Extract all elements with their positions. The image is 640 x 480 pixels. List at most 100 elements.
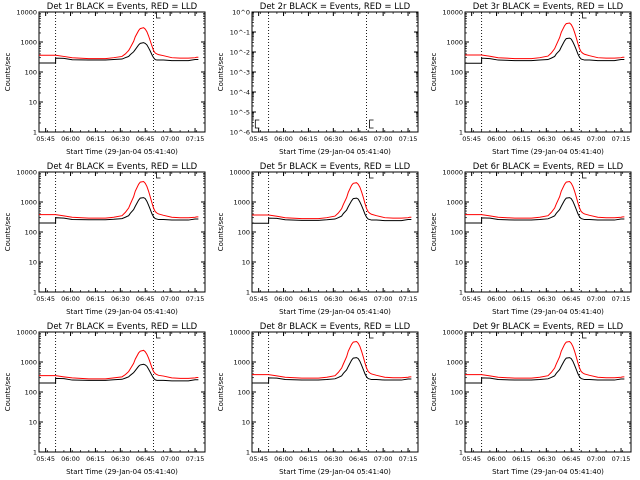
plot-frame bbox=[251, 171, 419, 293]
panel-title: Det 3r BLACK = Events, RED = LLD bbox=[473, 2, 624, 12]
y-tick-label: 1000 bbox=[233, 199, 250, 207]
interval-bracket bbox=[582, 11, 587, 19]
x-tick-label: 06:45 bbox=[136, 455, 155, 463]
y-axis-label: Counts/sec bbox=[4, 213, 12, 252]
y-tick-label: 1 bbox=[459, 289, 463, 297]
panel-title: Det 1r BLACK = Events, RED = LLD bbox=[47, 2, 198, 12]
interval-bracket bbox=[582, 331, 587, 339]
y-tick-label: 1 bbox=[459, 449, 463, 457]
detector-panel-9: Det 9r BLACK = Events, RED = LLD Counts/s… bbox=[426, 320, 639, 480]
x-tick-label: 06:30 bbox=[324, 455, 343, 463]
x-tick-label: 05:45 bbox=[36, 135, 55, 143]
x-tick-label: 05:45 bbox=[36, 455, 55, 463]
x-tick-label: 06:15 bbox=[512, 135, 531, 143]
x-tick-label: 06:45 bbox=[136, 135, 155, 143]
x-tick-label: 06:30 bbox=[111, 455, 130, 463]
y-tick-label: 100 bbox=[238, 229, 250, 237]
y-tick-label: 10^-2 bbox=[230, 49, 250, 57]
y-tick-label: 100 bbox=[451, 389, 463, 397]
x-tick-label: 07:00 bbox=[374, 295, 393, 303]
y-tick-label: 10000 bbox=[442, 9, 463, 17]
y-tick-label: 10000 bbox=[229, 169, 250, 177]
plot-frame bbox=[38, 171, 206, 293]
x-tick-label: 07:15 bbox=[186, 135, 205, 143]
y-tick-label: 100 bbox=[25, 69, 37, 77]
events-series-line-det-5 bbox=[252, 197, 412, 224]
x-tick-label: 07:00 bbox=[374, 455, 393, 463]
x-tick-label: 06:15 bbox=[512, 455, 531, 463]
x-tick-label: 05:45 bbox=[462, 135, 481, 143]
x-tick-label: 06:15 bbox=[86, 135, 105, 143]
detector-panel-1: Det 1r BLACK = Events, RED = LLD Counts/s… bbox=[0, 0, 213, 160]
y-tick-label: 1 bbox=[33, 449, 37, 457]
interval-bracket bbox=[369, 331, 374, 339]
lld-series-line-det-7 bbox=[39, 349, 199, 380]
y-tick-label: 1000 bbox=[446, 199, 463, 207]
events-series-line-det-6 bbox=[465, 197, 625, 224]
x-tick-label: 06:45 bbox=[136, 295, 155, 303]
x-tick-label: 06:45 bbox=[562, 135, 581, 143]
x-tick-label: 06:45 bbox=[349, 295, 368, 303]
lld-series-line-det-6 bbox=[465, 181, 625, 219]
events-series-line-det-7 bbox=[39, 363, 199, 384]
y-tick-label: 100 bbox=[25, 229, 37, 237]
detector-panel-8: Det 8r BLACK = Events, RED = LLD Counts/s… bbox=[213, 320, 426, 480]
y-tick-label: 10 bbox=[242, 419, 250, 427]
interval-bracket bbox=[582, 171, 587, 179]
x-tick-label: 06:15 bbox=[299, 295, 318, 303]
detector-panel-6: Det 6r BLACK = Events, RED = LLD Counts/s… bbox=[426, 160, 639, 320]
plot-frame bbox=[464, 11, 632, 133]
panel-chart-7: Det 7r BLACK = Events, RED = LLD Counts/s… bbox=[4, 322, 206, 476]
y-axis-label: Counts/sec bbox=[4, 53, 12, 92]
x-tick-label: 07:15 bbox=[612, 135, 631, 143]
x-tick-label: 06:30 bbox=[111, 295, 130, 303]
x-tick-label: 06:15 bbox=[299, 135, 318, 143]
x-tick-label: 06:00 bbox=[487, 455, 506, 463]
lld-series-line-det-8 bbox=[252, 341, 412, 379]
x-tick-label: 06:00 bbox=[274, 135, 293, 143]
interval-bracket bbox=[254, 119, 260, 129]
x-tick-label: 06:45 bbox=[562, 295, 581, 303]
panel-chart-2: Det 2r BLACK = Events, RED = LLD Counts/s… bbox=[217, 2, 419, 156]
interval-bracket bbox=[156, 331, 161, 339]
x-tick-label: 06:30 bbox=[324, 135, 343, 143]
x-tick-label: 07:15 bbox=[399, 455, 418, 463]
x-tick-label: 07:15 bbox=[186, 455, 205, 463]
x-tick-label: 06:30 bbox=[537, 295, 556, 303]
events-series-line-det-9 bbox=[465, 357, 625, 384]
x-tick-label: 06:00 bbox=[487, 295, 506, 303]
x-tick-label: 05:45 bbox=[462, 295, 481, 303]
panel-title: Det 2r BLACK = Events, RED = LLD bbox=[260, 2, 411, 12]
lld-series-line-det-3 bbox=[465, 22, 625, 60]
x-tick-label: 06:15 bbox=[512, 295, 531, 303]
x-axis-label: Start Time (29-Jan-04 05:41:40) bbox=[66, 148, 178, 156]
plot-frame bbox=[464, 331, 632, 453]
x-axis-label: Start Time (29-Jan-04 05:41:40) bbox=[279, 148, 391, 156]
x-axis-label: Start Time (29-Jan-04 05:41:40) bbox=[492, 308, 604, 316]
x-tick-label: 07:00 bbox=[587, 455, 606, 463]
y-tick-label: 1 bbox=[246, 289, 250, 297]
x-tick-label: 05:45 bbox=[462, 455, 481, 463]
panel-title: Det 8r BLACK = Events, RED = LLD bbox=[260, 322, 411, 332]
x-tick-label: 06:30 bbox=[324, 295, 343, 303]
y-tick-label: 1000 bbox=[446, 359, 463, 367]
plot-frame bbox=[38, 11, 206, 133]
x-tick-label: 06:00 bbox=[61, 455, 80, 463]
y-tick-label: 10000 bbox=[442, 169, 463, 177]
y-tick-label: 10^-6 bbox=[230, 129, 250, 137]
y-axis-label: Counts/sec bbox=[217, 373, 225, 412]
x-axis-label: Start Time (29-Jan-04 05:41:40) bbox=[279, 468, 391, 476]
y-tick-label: 10000 bbox=[442, 329, 463, 337]
events-series-line-det-4 bbox=[39, 197, 199, 224]
interval-bracket bbox=[156, 11, 161, 19]
lld-series-line-det-4 bbox=[39, 181, 199, 219]
plot-frame bbox=[38, 331, 206, 453]
y-tick-label: 100 bbox=[25, 389, 37, 397]
panel-title: Det 6r BLACK = Events, RED = LLD bbox=[473, 162, 624, 172]
detector-panel-3: Det 3r BLACK = Events, RED = LLD Counts/s… bbox=[426, 0, 639, 160]
y-axis-label: Counts/sec bbox=[217, 53, 225, 92]
y-tick-label: 10000 bbox=[16, 169, 37, 177]
x-tick-label: 05:45 bbox=[249, 135, 268, 143]
panel-chart-8: Det 8r BLACK = Events, RED = LLD Counts/s… bbox=[217, 322, 419, 476]
x-tick-label: 07:00 bbox=[161, 455, 180, 463]
